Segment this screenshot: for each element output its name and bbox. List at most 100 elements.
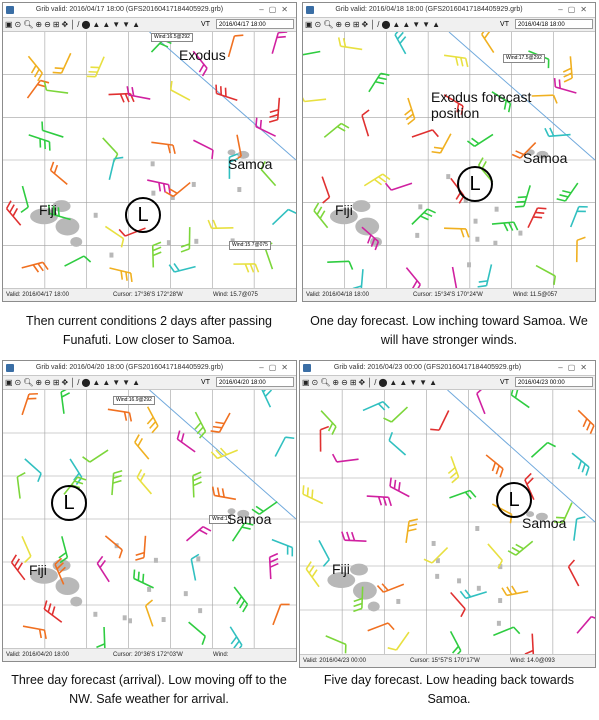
- wind-barb-flag: [460, 608, 466, 618]
- wind-barb-flag: [431, 150, 441, 154]
- wind-barb-flag: [54, 67, 64, 70]
- wind-barb-flag: [341, 531, 346, 541]
- wind-barb-flag: [112, 479, 122, 484]
- wind-barb-flag: [373, 178, 383, 186]
- wind-barb-map[interactable]: [303, 32, 595, 288]
- island: [467, 262, 472, 268]
- window-controls[interactable]: –▢✕: [558, 5, 592, 14]
- date-select[interactable]: 2016/04/20 18:00: [216, 377, 294, 387]
- wind-barb: [576, 615, 595, 634]
- window-controls[interactable]: –▢✕: [259, 363, 293, 372]
- island: [191, 181, 196, 187]
- wind-barb: [319, 425, 330, 452]
- wind-barb-flag: [198, 529, 208, 535]
- wind-barb-flag: [152, 241, 162, 247]
- wind-barb-flag: [173, 263, 180, 272]
- toolbar-icons[interactable]: ▣⊙🔍︎⊕⊖⊞✥│/⬤▲▲▼▼▲: [5, 378, 142, 387]
- wind-barb: [86, 56, 105, 78]
- wind-barb-flag: [145, 599, 154, 607]
- wind-barb-shaft: [523, 185, 531, 207]
- wind-barb-flag: [517, 196, 527, 199]
- wind-barb-flag: [427, 208, 436, 214]
- wind-barb-shaft: [24, 458, 42, 475]
- wind-barb-flag: [576, 236, 586, 242]
- wind-barb-shaft: [302, 493, 324, 505]
- wind-barb-shaft: [274, 436, 287, 457]
- wind-barb-flag: [260, 161, 266, 170]
- wind-barb-flag: [408, 523, 418, 527]
- wind-barb-flag: [158, 182, 162, 192]
- wind-barb: [353, 586, 364, 613]
- wind-barb-flag: [255, 117, 258, 127]
- wind-barb-flag: [495, 465, 500, 475]
- wind-barb-flag: [382, 496, 388, 506]
- wind-barb-shaft: [327, 260, 350, 263]
- wind-barb-shaft: [271, 538, 293, 549]
- grib-map[interactable]: Wind:16.5@292 Wind:15.7@075 Exodus Samoa…: [3, 32, 296, 288]
- wind-barb-map[interactable]: [3, 390, 296, 648]
- grib-map[interactable]: Samoa Fiji L: [300, 390, 595, 654]
- wind-barb-shaft: [103, 627, 106, 648]
- grib-window-3: Grib valid: 2016/04/20 18:00 (GFS2016041…: [2, 360, 297, 662]
- wind-barb-shaft: [134, 441, 150, 460]
- wind-barb-flag: [172, 144, 176, 154]
- wind-barb-flag: [118, 549, 123, 559]
- wind-barb-flag: [352, 285, 362, 288]
- wind-barb-flag: [52, 71, 62, 74]
- wind-barb-flag: [303, 97, 306, 102]
- status-bar: Valid: 2016/04/17 18:00 Cursor: 17°36'S …: [3, 288, 296, 301]
- date-select[interactable]: 2016/04/18 18:00: [515, 19, 593, 29]
- wind-barb-shaft: [190, 558, 197, 581]
- island: [151, 190, 156, 196]
- wind-barb-shaft: [28, 134, 50, 143]
- wind-barb-flag: [96, 555, 104, 564]
- wind-barb: [510, 390, 530, 409]
- date-select[interactable]: 2016/04/23 00:00: [515, 377, 593, 387]
- route-line: [447, 390, 595, 523]
- wind-barb-shaft: [318, 540, 330, 561]
- wind-barb: [144, 599, 154, 627]
- wind-barb: [109, 267, 133, 283]
- wind-barb-flag: [497, 559, 503, 569]
- island: [457, 578, 462, 584]
- toolbar-icons[interactable]: ▣⊙🔍︎⊕⊖⊞✥│/⬤▲▲▼▼▲: [302, 378, 439, 387]
- wind-barb: [272, 603, 290, 626]
- toolbar-icons[interactable]: ▣⊙🔍︎⊕⊖⊞✥│/⬤▲▲▼▼▲: [305, 20, 442, 29]
- wind-barb-flag: [230, 636, 238, 645]
- app-icon: [306, 6, 314, 14]
- wind-barb: [69, 458, 83, 485]
- wind-barb-flag: [388, 431, 394, 441]
- grib-map[interactable]: Wind:16.9@292 Wind:1 Samoa Fiji L: [3, 390, 296, 648]
- wind-barb-flag: [287, 208, 296, 215]
- wind-barb-flag: [456, 103, 460, 113]
- wind-barb-flag: [229, 158, 239, 163]
- wind-barb-map[interactable]: [300, 390, 595, 654]
- wind-barb-shaft: [465, 591, 487, 600]
- window-controls[interactable]: –▢✕: [558, 363, 592, 372]
- wind-barb-shaft: [368, 72, 382, 93]
- wind-barb-flag: [533, 216, 543, 219]
- wind-barb-shaft: [21, 261, 44, 269]
- wind-barb-shaft: [320, 410, 337, 428]
- wind-barb-shaft: [362, 400, 384, 412]
- wind-barb: [180, 227, 191, 253]
- wind-barb-shaft: [325, 635, 347, 646]
- wind-barb-shaft: [271, 32, 280, 54]
- grib-window-4: Grib valid: 2016/04/23 00:00 (GFS2016041…: [299, 360, 596, 668]
- wind-barb-flag: [459, 590, 467, 599]
- island: [153, 557, 158, 563]
- toolbar-icons[interactable]: ▣⊙🔍︎⊕⊖⊞✥│/⬤▲▲▼▼▲: [5, 20, 142, 29]
- window-title: Grib valid: 2016/04/18 18:00: [335, 6, 424, 13]
- grib-map[interactable]: Wind:17.5@292 Exodus forecast position S…: [303, 32, 595, 288]
- grib-window-2: Grib valid: 2016/04/18 18:00 (GFS2016041…: [302, 2, 596, 302]
- wind-barb-flag: [465, 228, 470, 238]
- wind-barb-flag: [460, 105, 464, 115]
- date-select[interactable]: 2016/04/17 18:00: [216, 19, 294, 29]
- wind-barb-shaft: [449, 489, 471, 499]
- wind-barb: [577, 409, 595, 435]
- wind-barb-flag: [37, 263, 44, 272]
- wind-barb: [459, 589, 487, 600]
- window-controls[interactable]: –▢✕: [259, 5, 293, 14]
- wind-barb-flag: [13, 558, 20, 567]
- wind-barb-flag: [506, 586, 513, 595]
